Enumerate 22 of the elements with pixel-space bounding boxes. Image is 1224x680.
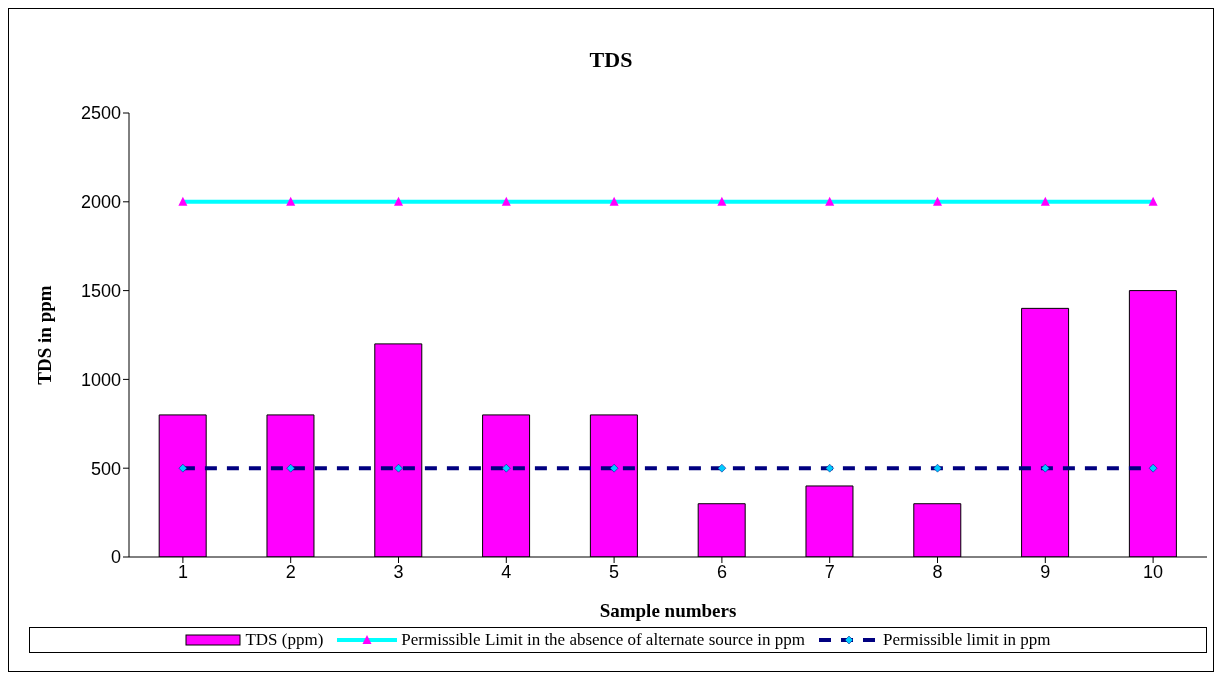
y-tick-label: 2000 [80, 192, 121, 213]
x-tick-label: 10 [1143, 561, 1164, 582]
chart-title: TDS [588, 47, 634, 73]
legend-label: Permissible Limit in the absence of alternate source in ppm [401, 630, 805, 650]
x-tick-label: 9 [1040, 561, 1051, 582]
y-tick-label: 1500 [80, 280, 121, 301]
x-tick-label: 7 [824, 561, 835, 582]
y-tick-label: 2500 [80, 103, 121, 124]
legend-label: TDS (ppm) [245, 630, 324, 650]
x-tick-label: 4 [501, 561, 512, 582]
y-tick-label: 0 [110, 547, 121, 568]
x-tick-label: 3 [393, 561, 404, 582]
x-tick-label: 8 [932, 561, 943, 582]
x-tick-label: 6 [716, 561, 727, 582]
y-tick-label: 500 [90, 458, 121, 479]
y-axis-title: TDS in ppm [33, 285, 55, 385]
x-axis-title: Sample numbers [599, 600, 737, 621]
x-tick-label: 1 [177, 561, 188, 582]
x-tick-label: 2 [285, 561, 296, 582]
x-tick-label: 5 [609, 561, 620, 582]
y-tick-label: 1000 [80, 369, 121, 390]
legend-label: Permissible limit in ppm [882, 630, 1051, 650]
